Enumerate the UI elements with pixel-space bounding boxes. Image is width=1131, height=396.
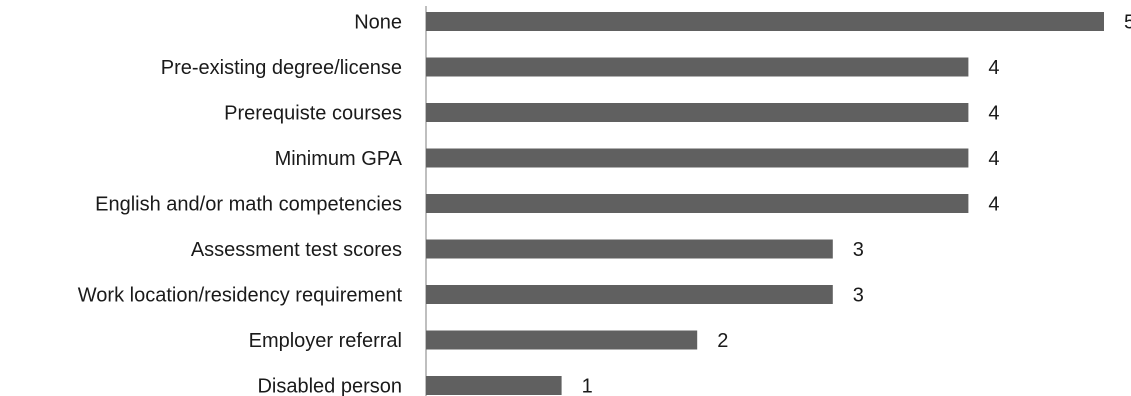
category-label: Work location/residency requirement — [78, 285, 403, 307]
bars-group — [426, 12, 1104, 395]
value-labels-group: 5 4 4 4 4 3 3 2 1 — [582, 12, 1131, 396]
value-label: 5 — [1124, 12, 1131, 34]
value-label: 2 — [717, 330, 728, 352]
value-label: 4 — [988, 194, 999, 216]
value-label: 4 — [988, 103, 999, 125]
category-labels-group: None Pre-existing degree/license Prerequis… — [78, 12, 403, 396]
bar — [426, 57, 969, 77]
bar — [426, 103, 969, 122]
value-label: 4 — [988, 57, 999, 79]
value-label: 4 — [988, 148, 999, 170]
bar — [426, 330, 698, 350]
category-label: Employer referral — [249, 330, 402, 352]
bar — [426, 12, 1104, 31]
value-label: 3 — [853, 239, 864, 261]
bar — [426, 285, 833, 304]
category-label: Disabled person — [257, 376, 402, 396]
bar — [426, 376, 562, 395]
value-label: 1 — [582, 376, 593, 396]
value-label: 3 — [853, 285, 864, 307]
category-label: English and/or math competencies — [95, 194, 402, 216]
category-label: None — [354, 12, 402, 34]
category-label: Pre-existing degree/license — [161, 57, 402, 79]
category-label: Minimum GPA — [275, 148, 403, 170]
category-label: Assessment test scores — [191, 239, 402, 261]
bar — [426, 239, 833, 259]
bar — [426, 148, 969, 168]
category-label: Prerequiste courses — [224, 103, 402, 125]
bar — [426, 194, 969, 213]
